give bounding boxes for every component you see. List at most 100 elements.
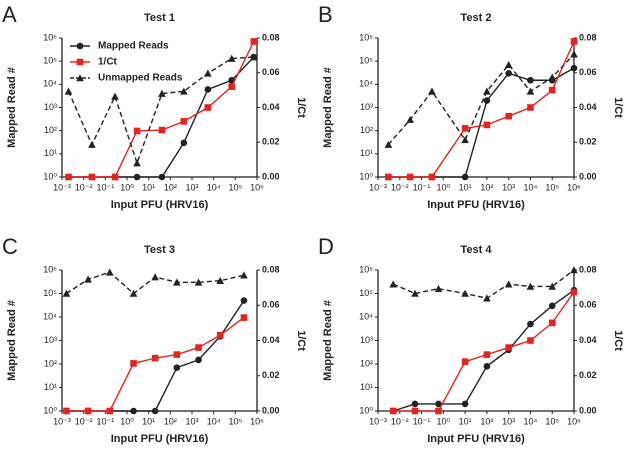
chart-title: Test 1 bbox=[144, 12, 175, 24]
marker bbox=[88, 140, 96, 148]
marker bbox=[461, 173, 469, 181]
x-tick-label: 10³ bbox=[185, 182, 198, 192]
marker bbox=[130, 360, 137, 367]
marker bbox=[406, 173, 414, 181]
x-tick-label: 10² bbox=[480, 182, 493, 192]
marker bbox=[173, 351, 181, 358]
x-tick-label: 10⁴ bbox=[207, 182, 221, 192]
marker bbox=[84, 275, 92, 283]
x-axis-label: Input PFU (HRV16) bbox=[111, 199, 209, 211]
marker bbox=[65, 173, 72, 181]
marker bbox=[483, 351, 491, 358]
marker bbox=[548, 282, 557, 290]
marker bbox=[406, 115, 414, 123]
y2-axis-label: 1/Ct bbox=[295, 97, 307, 118]
marker bbox=[505, 344, 512, 351]
marker bbox=[435, 400, 442, 408]
marker bbox=[111, 173, 119, 181]
marker bbox=[240, 271, 248, 279]
marker bbox=[204, 69, 212, 77]
x-tick-label: 10⁶ bbox=[567, 182, 581, 192]
marker bbox=[129, 289, 138, 297]
series-line bbox=[392, 269, 575, 299]
marker bbox=[435, 407, 442, 415]
x-tick-label: 10⁻¹ bbox=[413, 182, 431, 192]
marker bbox=[133, 127, 141, 135]
y2-tick-label: 0.06 bbox=[262, 67, 280, 77]
chart-title: Test 3 bbox=[144, 244, 175, 256]
x-tick-label: 10¹ bbox=[459, 416, 472, 426]
y2-tick-label: 0.06 bbox=[262, 300, 280, 310]
y2-tick-label: 0.00 bbox=[579, 171, 597, 181]
marker bbox=[204, 104, 212, 111]
chart-title: Test 4 bbox=[461, 244, 493, 256]
x-tick-label: 10⁶ bbox=[567, 416, 581, 426]
marker bbox=[204, 86, 212, 93]
x-tick-label: 10⁻² bbox=[75, 416, 93, 426]
y-tick-label: 10⁶ bbox=[43, 264, 57, 274]
x-tick-label: 10⁻¹ bbox=[96, 182, 114, 192]
x-tick-label: 10¹ bbox=[142, 182, 155, 192]
marker bbox=[216, 331, 224, 339]
x-tick-label: 10⁻² bbox=[75, 182, 93, 192]
x-tick-label: 10⁶ bbox=[250, 416, 264, 426]
marker bbox=[249, 53, 258, 61]
marker bbox=[461, 136, 469, 144]
marker bbox=[158, 89, 166, 97]
y-tick-label: 10¹ bbox=[360, 148, 373, 158]
x-tick-label: 10³ bbox=[185, 416, 198, 426]
marker bbox=[548, 302, 556, 310]
x-tick-label: 10⁻¹ bbox=[96, 416, 114, 426]
marker bbox=[548, 319, 556, 327]
x-tick-label: 10² bbox=[164, 416, 177, 426]
series-line bbox=[393, 289, 575, 412]
panel-label: D bbox=[318, 234, 334, 259]
x-tick-label: 10⁻³ bbox=[53, 182, 71, 192]
marker bbox=[106, 407, 114, 415]
x-tick-label: 10² bbox=[164, 182, 177, 192]
marker bbox=[483, 97, 491, 104]
marker bbox=[428, 87, 436, 95]
marker bbox=[411, 289, 419, 297]
marker bbox=[385, 173, 392, 181]
y2-tick-label: 0.04 bbox=[579, 102, 597, 112]
marker bbox=[570, 266, 578, 274]
x-tick-label: 10² bbox=[480, 416, 493, 426]
y-tick-label: 10¹ bbox=[44, 148, 57, 158]
x-axis-label: Input PFU (HRV16) bbox=[427, 433, 525, 445]
x-axis-label: Input PFU (HRV16) bbox=[427, 199, 525, 211]
y2-axis-label: 1/Ct bbox=[612, 97, 624, 118]
y-tick-label: 10³ bbox=[360, 102, 373, 112]
marker bbox=[461, 289, 469, 297]
marker bbox=[180, 139, 188, 147]
marker bbox=[389, 407, 397, 415]
series-line bbox=[388, 41, 575, 178]
x-tick-label: 10⁴ bbox=[523, 416, 537, 426]
y2-tick-label: 0.04 bbox=[262, 102, 280, 112]
marker bbox=[461, 358, 469, 365]
y2-tick-label: 0.02 bbox=[262, 137, 280, 147]
x-tick-label: 10⁰ bbox=[120, 416, 134, 426]
y-axis-label: Mapped Read # bbox=[322, 300, 334, 381]
x-tick-label: 10⁵ bbox=[228, 182, 242, 192]
y2-axis-label: 1/Ct bbox=[295, 330, 307, 351]
y-tick-label: 10⁵ bbox=[359, 56, 373, 66]
y2-tick-label: 0.02 bbox=[262, 370, 280, 380]
y-tick-label: 10⁴ bbox=[43, 79, 57, 89]
marker bbox=[483, 362, 491, 370]
marker bbox=[133, 159, 141, 167]
chart-title: Test 2 bbox=[461, 12, 492, 24]
marker bbox=[461, 400, 469, 408]
x-tick-label: 10⁰ bbox=[437, 416, 451, 426]
marker bbox=[158, 173, 166, 181]
x-tick-label: 10⁵ bbox=[545, 416, 559, 426]
marker bbox=[527, 76, 534, 84]
y-tick-label: 10⁴ bbox=[43, 311, 57, 321]
marker bbox=[216, 276, 224, 285]
y-tick-label: 10⁶ bbox=[43, 32, 57, 42]
x-tick-label: 10⁻¹ bbox=[413, 416, 431, 426]
legend-label: 1/Ct bbox=[98, 57, 118, 68]
y2-tick-label: 0.06 bbox=[579, 67, 597, 77]
y2-tick-label: 0.02 bbox=[579, 137, 597, 147]
